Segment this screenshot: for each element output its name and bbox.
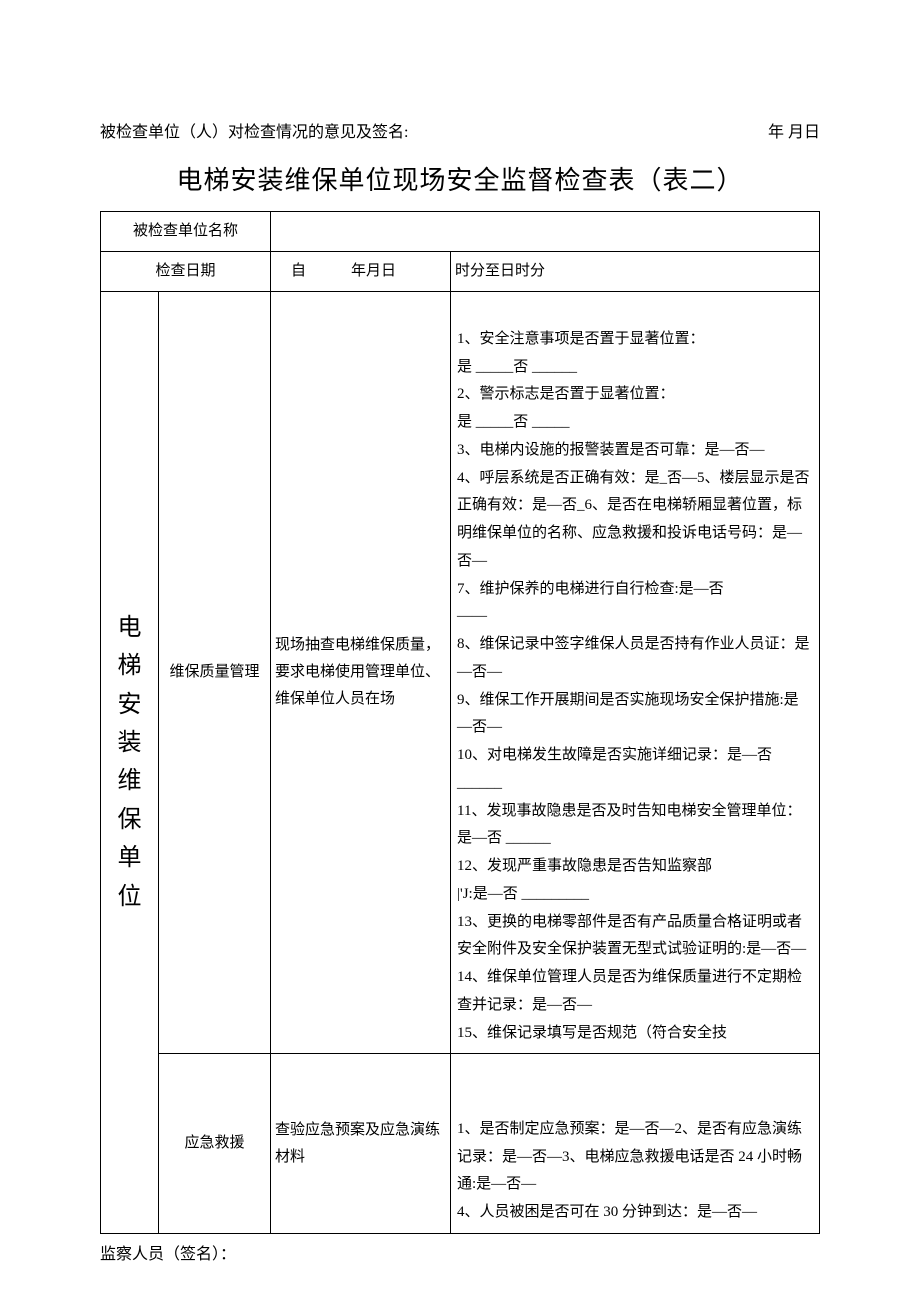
- row-section-emergency: 应急救援 查验应急预案及应急演练材料 1、是否制定应急预案：是—否—2、是否有应…: [101, 1054, 820, 1234]
- date-to: 时分至日时分: [451, 252, 820, 292]
- date-from: 自 年月日: [271, 252, 451, 292]
- section1-name: 维保质量管理: [159, 292, 271, 1054]
- section2-method: 查验应急预案及应急演练材料: [271, 1054, 451, 1234]
- side-category-text: 电梯安装维保单位: [107, 609, 152, 916]
- document-title: 电梯安装维保单位现场安全监督检查表（表二）: [100, 160, 820, 197]
- date-label: 检查日期: [101, 252, 271, 292]
- unit-name-value: [271, 212, 820, 252]
- section1-items-text: 1、安全注意事项是否置于显著位置： 是 _____否 ______ 2、警示标志…: [457, 331, 810, 1041]
- header-right-date: 年 月日: [768, 118, 820, 142]
- row-unit-name: 被检查单位名称: [101, 212, 820, 252]
- row-section-quality: 电梯安装维保单位 维保质量管理 现场抽查电梯维保质量，要求电梯使用管理单位、维保…: [101, 292, 820, 1054]
- inspection-table: 被检查单位名称 检查日期 自 年月日 时分至日时分 电梯安装维保单位 维保质量管…: [100, 211, 820, 1234]
- section2-name: 应急救援: [159, 1054, 271, 1234]
- footer-signature-label: 监察人员（签名）：: [100, 1240, 820, 1264]
- section2-items-text: 1、是否制定应急预案：是—否—2、是否有应急演练记录：是—否—3、电梯应急救援电…: [457, 1121, 802, 1220]
- side-category-label: 电梯安装维保单位: [101, 292, 159, 1234]
- section1-method: 现场抽查电梯维保质量，要求电梯使用管理单位、维保单位人员在场: [271, 292, 451, 1054]
- unit-name-label: 被检查单位名称: [101, 212, 271, 252]
- section2-items: 1、是否制定应急预案：是—否—2、是否有应急演练记录：是—否—3、电梯应急救援电…: [451, 1054, 820, 1234]
- row-inspection-date: 检查日期 自 年月日 时分至日时分: [101, 252, 820, 292]
- header-left: 被检查单位（人）对检查情况的意见及签名:: [100, 118, 408, 142]
- section1-items: 1、安全注意事项是否置于显著位置： 是 _____否 ______ 2、警示标志…: [451, 292, 820, 1054]
